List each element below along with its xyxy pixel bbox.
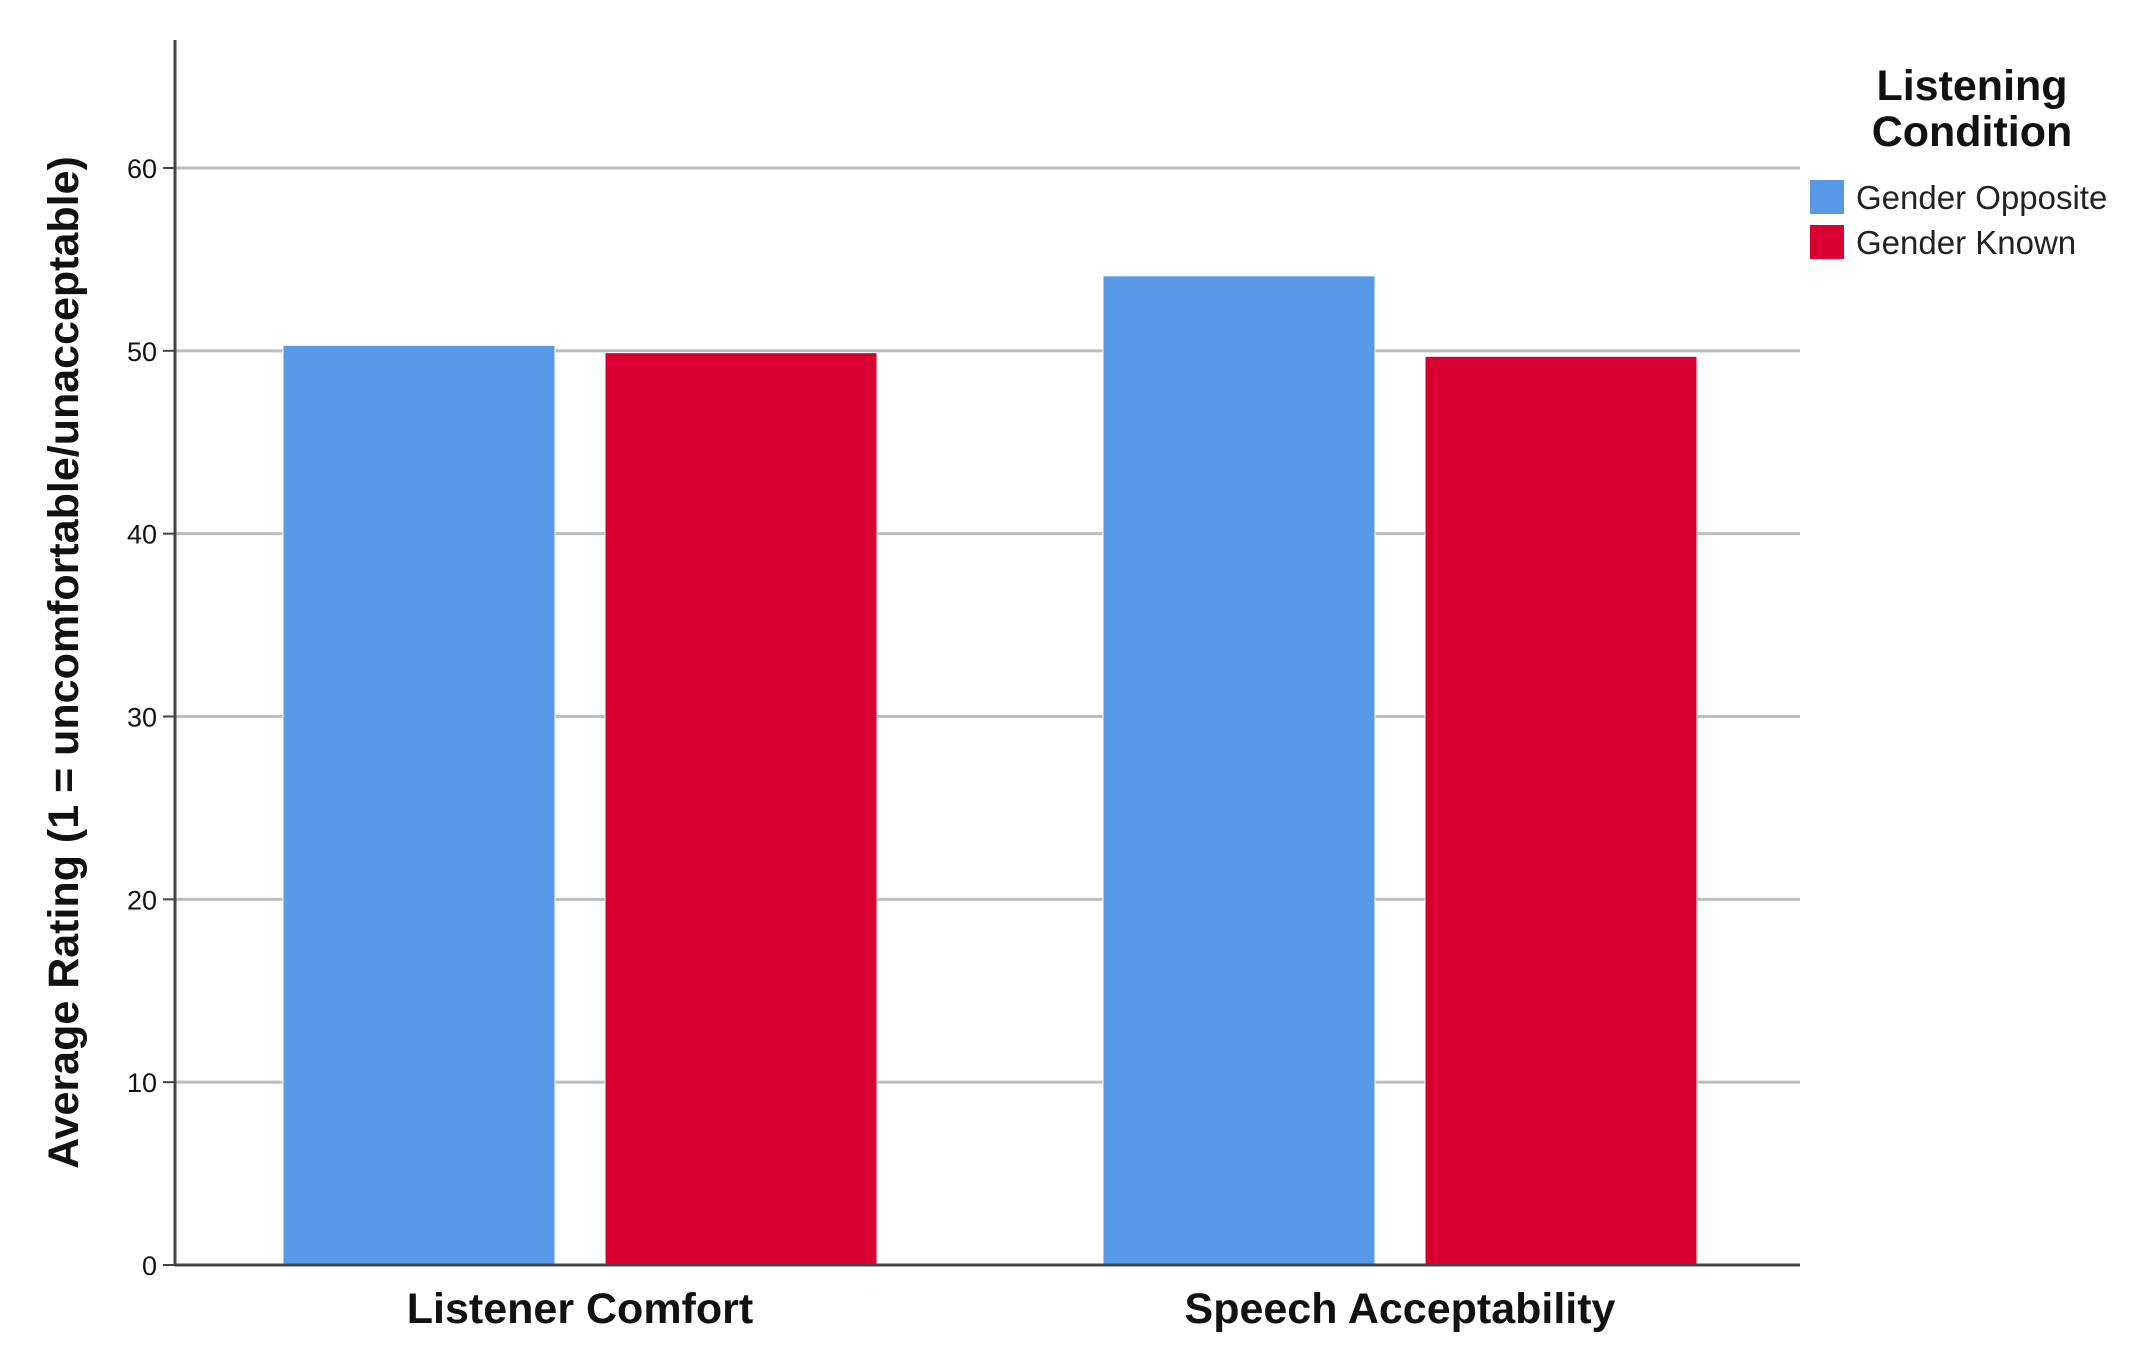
- bars: [282, 275, 1698, 1266]
- legend-title-line-1: Listening: [1876, 62, 2067, 110]
- y-tick-label-10: 10: [127, 1068, 157, 1098]
- legend-title-line-2: Condition: [1872, 108, 2073, 156]
- legend-label-gender-known: Gender Known: [1856, 224, 2076, 261]
- bar-listener-comfort-gender-opposite: [282, 344, 556, 1266]
- axes: [173, 40, 1800, 1267]
- legend-swatch-gender-known: [1810, 225, 1844, 259]
- y-tick-label-0: 0: [142, 1251, 157, 1281]
- x-category-label-2: Speech Acceptability: [1185, 1285, 1616, 1333]
- legend-swatch-gender-opposite: [1810, 180, 1844, 214]
- y-axis-title: Average Rating (1 = uncomfortable/unacce…: [40, 156, 88, 1169]
- y-tick-label-50: 50: [127, 337, 157, 367]
- y-tick-label-40: 40: [127, 520, 157, 550]
- y-tick-labels: 0 10 20 30 40 50 60: [127, 154, 175, 1281]
- legend-items: Gender Opposite Gender Known: [1810, 179, 2107, 261]
- bar-listener-comfort-gender-known: [604, 352, 878, 1266]
- bar-speech-acceptability-gender-opposite: [1102, 275, 1376, 1266]
- y-tick-label-30: 30: [127, 702, 157, 732]
- y-tick-label-60: 60: [127, 154, 157, 184]
- bar-speech-acceptability-gender-known: [1424, 355, 1698, 1266]
- x-category-labels: Listener Comfort Speech Acceptability: [407, 1285, 1616, 1333]
- legend: Listening Condition Gender OppositeGende…: [1810, 62, 2107, 261]
- y-tick-label-20: 20: [127, 885, 157, 915]
- x-category-label-1: Listener Comfort: [407, 1285, 753, 1333]
- legend-label-gender-opposite: Gender Opposite: [1856, 179, 2107, 216]
